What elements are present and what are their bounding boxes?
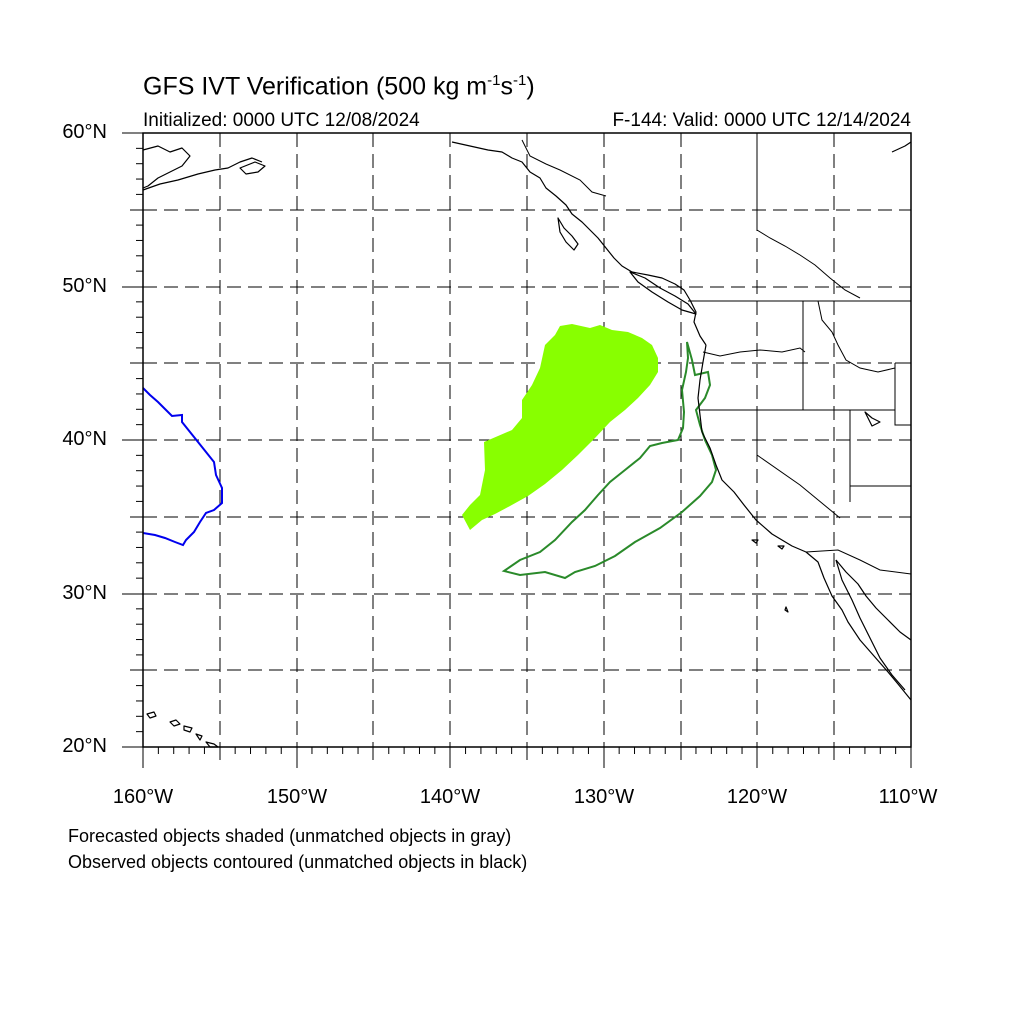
- title-exp1: -1: [487, 72, 501, 89]
- coastlines: [142, 141, 912, 748]
- lon-label-150w: 150°W: [266, 786, 328, 808]
- axis-ticks: [122, 132, 912, 768]
- observed-ivt-contour: [501, 341, 718, 580]
- observed-note: Observed objects contoured (unmatched ob…: [68, 852, 528, 872]
- title-mid: s: [500, 72, 513, 101]
- lat-label-50n: 50°N: [62, 275, 107, 297]
- unmatched-observed-contour: [142, 387, 223, 547]
- lon-label-110w: 110°W: [878, 786, 938, 808]
- minor-ticks: [136, 147, 897, 754]
- lon-label-140w: 140°W: [419, 786, 481, 808]
- title-exp2: -1: [512, 72, 527, 89]
- valid-time: F-144: Valid: 0000 UTC 12/14/2024: [612, 110, 911, 131]
- lon-label-130w: 130°W: [573, 786, 635, 808]
- forecast-note: Forecasted objects shaded (unmatched obj…: [68, 826, 512, 846]
- grid-lines: [143, 133, 911, 747]
- map-title: GFS IVT Verification (500 kg m-1s-1): [143, 72, 535, 101]
- forecast-ivt-object: [462, 324, 658, 530]
- lat-label-30n: 30°N: [62, 582, 107, 604]
- lon-label-120w: 120°W: [726, 786, 788, 808]
- lat-label-20n: 20°N: [62, 735, 107, 757]
- initialized-time: Initialized: 0000 UTC 12/08/2024: [143, 110, 420, 131]
- lon-label-160w: 160°W: [112, 786, 174, 808]
- title-close: ): [526, 72, 535, 101]
- lat-label-60n: 60°N: [62, 121, 107, 143]
- title-main: GFS IVT Verification (500 kg m: [143, 72, 488, 101]
- political-borders: [521, 133, 912, 575]
- lat-label-40n: 40°N: [62, 428, 107, 450]
